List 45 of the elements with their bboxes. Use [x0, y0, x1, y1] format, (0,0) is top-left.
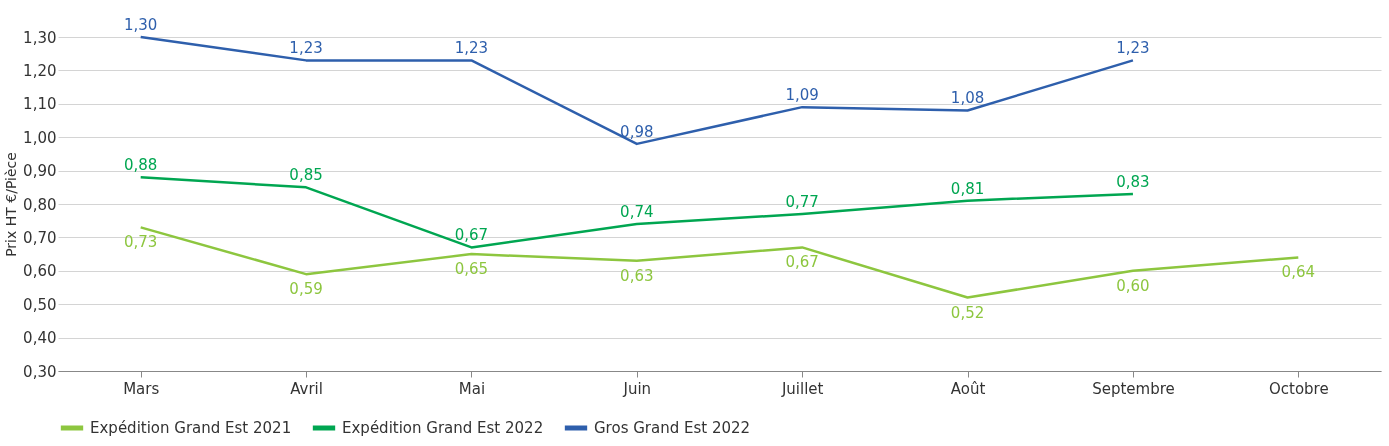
data-label: 1,23	[289, 39, 323, 58]
data-label: 0,65	[454, 260, 489, 279]
data-label: 0,63	[620, 266, 654, 285]
y-tick-label: 1,30	[23, 28, 57, 47]
y-tick-label: 0,40	[23, 329, 57, 348]
y-tick-label: 0,80	[23, 195, 57, 214]
x-tick-label: Août	[950, 379, 986, 398]
data-label: 1,30	[123, 16, 158, 34]
data-label: 1,08	[950, 89, 985, 108]
y-tick-label: 1,10	[23, 95, 57, 114]
data-label: 0,59	[289, 280, 323, 299]
data-label: 0,52	[950, 303, 985, 322]
y-tick-label: 0,70	[23, 228, 57, 247]
y-tick-label: 1,20	[23, 61, 57, 80]
legend-label: Expédition Grand Est 2021	[90, 419, 292, 437]
data-label: 0,67	[785, 253, 819, 272]
data-label: 0,67	[454, 226, 489, 245]
legend-label: Expédition Grand Est 2022	[342, 419, 544, 437]
data-label: 0,98	[620, 122, 654, 141]
x-tick-label: Octobre	[1268, 379, 1329, 398]
data-label: 1,23	[454, 39, 489, 58]
data-label: 0,77	[785, 193, 819, 212]
x-tick-label: Mars	[123, 379, 160, 398]
y-axis-title: Prix HT €/Pièce	[3, 152, 20, 257]
x-tick-label: Avril	[290, 379, 323, 398]
data-label: 0,74	[620, 203, 654, 222]
data-label: 1,09	[785, 86, 819, 105]
data-label: 0,64	[1281, 263, 1316, 282]
x-tick-label: Juin	[622, 379, 652, 398]
y-tick-label: 0,50	[23, 295, 57, 314]
data-label: 0,81	[950, 179, 985, 198]
data-label: 0,73	[123, 233, 158, 252]
y-tick-label: 0,30	[23, 362, 57, 381]
x-tick-label: Septembre	[1092, 379, 1175, 398]
legend-label: Gros Grand Est 2022	[594, 419, 751, 437]
x-tick-label: Juillet	[780, 379, 824, 398]
data-label: 0,83	[1116, 172, 1150, 191]
y-tick-label: 1,00	[23, 128, 57, 147]
data-label: 0,60	[1116, 276, 1150, 295]
data-label: 0,88	[123, 156, 158, 175]
x-tick-label: Mai	[458, 379, 486, 398]
y-tick-label: 0,90	[23, 162, 57, 181]
data-label: 1,23	[1116, 39, 1150, 58]
data-label: 0,85	[289, 166, 323, 185]
y-tick-label: 0,60	[23, 262, 57, 281]
